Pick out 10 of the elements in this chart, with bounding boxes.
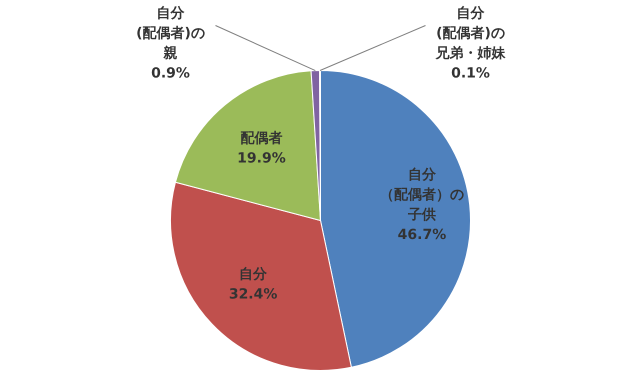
data-label: 0.9% bbox=[151, 66, 190, 82]
slice-label: 配偶者 bbox=[240, 130, 282, 147]
data-label: 0.1% bbox=[451, 66, 490, 82]
data-label: 46.7% bbox=[398, 227, 446, 244]
data-label: 32.4% bbox=[228, 286, 278, 303]
slice-label: 自分(配偶者)の兄弟・姉妹 bbox=[434, 6, 506, 62]
slice-label: 自分（配偶者）の子供 bbox=[380, 167, 464, 224]
slice-label: 自分 bbox=[239, 266, 268, 283]
slice-label: 自分(配偶者)の親 bbox=[136, 6, 205, 62]
data-label: 19.9% bbox=[237, 150, 286, 167]
